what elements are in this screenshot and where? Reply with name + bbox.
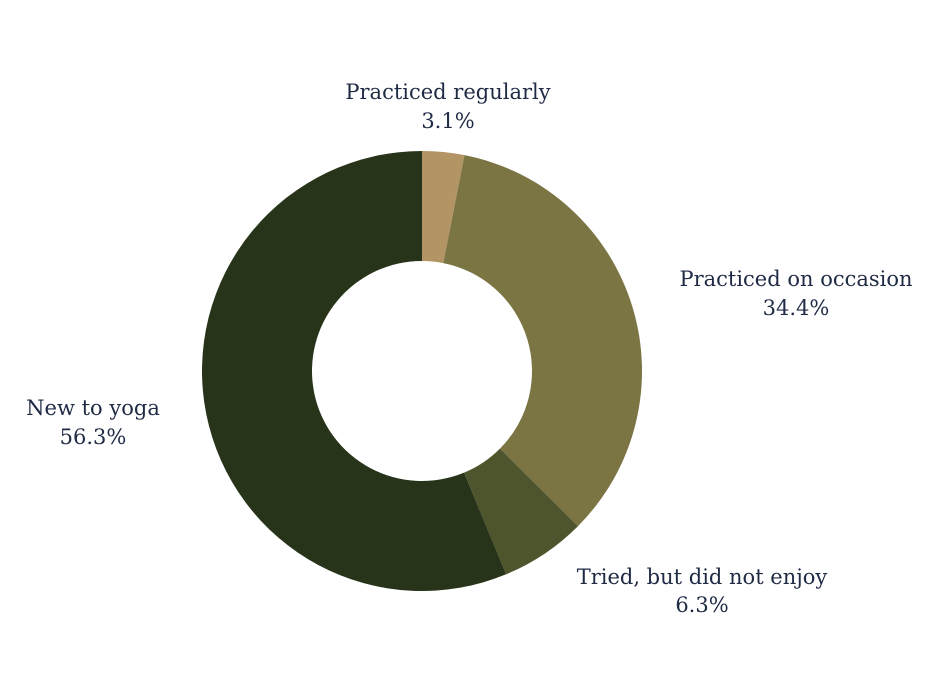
- slice-value-new-to-yoga: 56.3%: [60, 425, 127, 449]
- slice-value-tried-but-did-not-enjoy: 6.3%: [675, 593, 728, 617]
- slice-practiced-regularly: [422, 151, 465, 264]
- slice-label-new-to-yoga: New to yoga: [26, 396, 160, 420]
- slice-new-to-yoga: [201, 151, 507, 592]
- slice-value-practiced-regularly: 3.1%: [421, 109, 474, 133]
- slice-label-practiced-on-occasion: Practiced on occasion: [679, 267, 912, 291]
- slice-practiced-on-occasion: [443, 155, 643, 527]
- slice-labels: Practiced regularly 3.1% Practiced on occa…: [26, 80, 912, 617]
- slice-label-practiced-regularly: Practiced regularly: [345, 80, 550, 104]
- slice-label-tried-but-did-not-enjoy: Tried, but did not enjoy: [577, 565, 828, 589]
- slice-tried-but-did-not-enjoy: [464, 448, 578, 575]
- donut-slices: [201, 151, 643, 592]
- slice-value-practiced-on-occasion: 34.4%: [763, 296, 830, 320]
